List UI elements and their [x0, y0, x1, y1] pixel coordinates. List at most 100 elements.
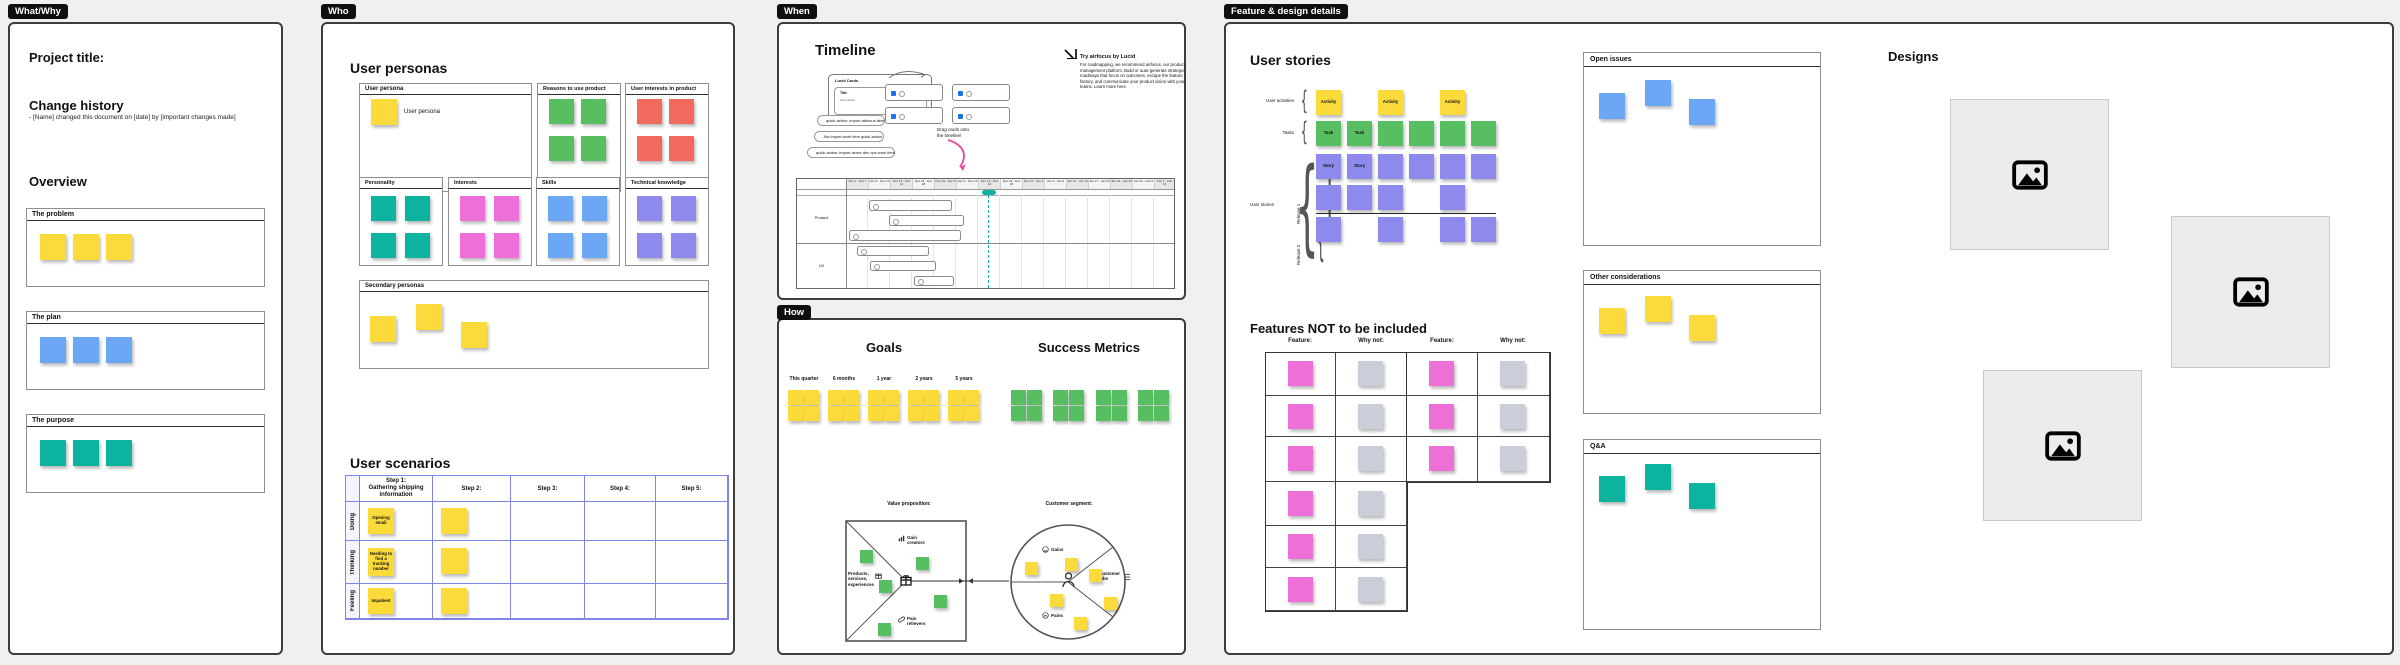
- gantt-task-bar[interactable]: [849, 230, 961, 241]
- sticky-note[interactable]: [73, 337, 99, 363]
- sticky-note[interactable]: [371, 196, 396, 221]
- sticky-note[interactable]: [1471, 154, 1496, 179]
- sticky-note[interactable]: [908, 406, 923, 421]
- sticky-note[interactable]: Impatient: [368, 588, 394, 614]
- sticky-note[interactable]: [1358, 446, 1383, 471]
- sticky-note[interactable]: [1288, 404, 1313, 429]
- sticky-note[interactable]: [405, 196, 430, 221]
- frame-tag-feature-design[interactable]: Feature & design details: [1224, 4, 1348, 19]
- sticky-note[interactable]: [405, 233, 430, 258]
- sticky-note[interactable]: [1689, 315, 1715, 341]
- sticky-note[interactable]: [460, 233, 485, 258]
- sticky-note[interactable]: [1053, 406, 1068, 421]
- gantt-task-bar[interactable]: [914, 276, 954, 286]
- frame-tag-how[interactable]: How: [777, 305, 812, 320]
- sticky-note[interactable]: Activity: [1316, 90, 1341, 115]
- sticky-note[interactable]: [1500, 404, 1525, 429]
- sticky-note[interactable]: [1500, 446, 1525, 471]
- sticky-note[interactable]: [460, 196, 485, 221]
- sticky-note[interactable]: [1689, 483, 1715, 509]
- sticky-note[interactable]: [964, 406, 979, 421]
- sticky-note[interactable]: [908, 390, 923, 405]
- sticky-note[interactable]: [879, 580, 892, 593]
- sticky-note[interactable]: [788, 406, 803, 421]
- sticky-note[interactable]: [1288, 446, 1313, 471]
- sticky-note[interactable]: [1645, 296, 1671, 322]
- frame-tag-who[interactable]: Who: [321, 4, 356, 19]
- sticky-note[interactable]: [924, 390, 939, 405]
- sticky-note[interactable]: [1645, 464, 1671, 490]
- sticky-note[interactable]: [1358, 361, 1383, 386]
- sticky-note[interactable]: [106, 337, 132, 363]
- frame-tag-when[interactable]: When: [777, 4, 817, 19]
- sticky-note[interactable]: [669, 99, 694, 124]
- sticky-note[interactable]: [1409, 154, 1434, 179]
- sticky-note[interactable]: [1471, 217, 1496, 242]
- sticky-note[interactable]: [40, 440, 66, 466]
- sticky-note[interactable]: [1053, 390, 1068, 405]
- sticky-note[interactable]: [1089, 569, 1102, 582]
- sticky-note[interactable]: [964, 390, 979, 405]
- sticky-note[interactable]: [494, 233, 519, 258]
- sticky-note[interactable]: [1599, 476, 1625, 502]
- quick-action-azure[interactable]: quick action: import azure dev ops work …: [807, 147, 895, 158]
- sticky-note[interactable]: [1096, 406, 1111, 421]
- sticky-note[interactable]: [1347, 185, 1372, 210]
- sticky-note[interactable]: Story: [1347, 154, 1372, 179]
- sticky-note[interactable]: [548, 233, 573, 258]
- sticky-note[interactable]: [1065, 558, 1078, 571]
- sticky-note[interactable]: [582, 233, 607, 258]
- sticky-note[interactable]: [582, 196, 607, 221]
- gantt-task-bar[interactable]: [870, 261, 936, 271]
- timeline-card[interactable]: [885, 84, 943, 101]
- sticky-note[interactable]: [1358, 577, 1383, 602]
- sticky-note[interactable]: [884, 406, 899, 421]
- sticky-note[interactable]: [1316, 185, 1341, 210]
- timeline-card[interactable]: [952, 84, 1010, 101]
- sticky-note[interactable]: [868, 406, 883, 421]
- sticky-note[interactable]: [1358, 534, 1383, 559]
- sticky-note[interactable]: [1288, 577, 1313, 602]
- timeline-card[interactable]: [885, 107, 943, 124]
- frame-tag-what-why[interactable]: What/Why: [8, 4, 68, 19]
- sticky-note[interactable]: [441, 548, 467, 574]
- sticky-note[interactable]: Task: [1347, 121, 1372, 146]
- sticky-note[interactable]: [924, 406, 939, 421]
- sticky-note[interactable]: [637, 233, 662, 258]
- sticky-note[interactable]: [370, 316, 396, 342]
- sticky-note[interactable]: [804, 390, 819, 405]
- sticky-note[interactable]: [1074, 617, 1087, 630]
- sticky-note[interactable]: [828, 390, 843, 405]
- sticky-note[interactable]: [637, 196, 662, 221]
- gantt-task-bar[interactable]: [889, 215, 964, 226]
- sticky-note[interactable]: Task: [1316, 121, 1341, 146]
- sticky-note[interactable]: Opening email: [368, 508, 394, 534]
- sticky-note[interactable]: [548, 196, 573, 221]
- sticky-note[interactable]: [1440, 185, 1465, 210]
- sticky-note[interactable]: [1104, 597, 1117, 610]
- sticky-note[interactable]: [1069, 406, 1084, 421]
- sticky-note[interactable]: [549, 136, 574, 161]
- sticky-note[interactable]: [1288, 491, 1313, 516]
- sticky-note[interactable]: [669, 136, 694, 161]
- sticky-note[interactable]: [884, 390, 899, 405]
- sticky-note[interactable]: [860, 550, 873, 563]
- sticky-note[interactable]: [40, 234, 66, 260]
- sticky-note[interactable]: [1069, 390, 1084, 405]
- sticky-note[interactable]: [441, 588, 467, 614]
- sticky-note[interactable]: [1440, 154, 1465, 179]
- sticky-note[interactable]: [1599, 93, 1625, 119]
- sticky-note[interactable]: [844, 390, 859, 405]
- sticky-note[interactable]: [1112, 390, 1127, 405]
- sticky-note[interactable]: [1378, 217, 1403, 242]
- sticky-note[interactable]: [1011, 390, 1026, 405]
- sticky-note[interactable]: [549, 99, 574, 124]
- sticky-note[interactable]: [1050, 594, 1063, 607]
- sticky-note[interactable]: [1096, 390, 1111, 405]
- sticky-note[interactable]: [1112, 406, 1127, 421]
- sticky-note[interactable]: [844, 406, 859, 421]
- sticky-note[interactable]: [1689, 99, 1715, 125]
- sticky-note[interactable]: [581, 136, 606, 161]
- sticky-note[interactable]: [1011, 406, 1026, 421]
- sticky-note[interactable]: [371, 233, 396, 258]
